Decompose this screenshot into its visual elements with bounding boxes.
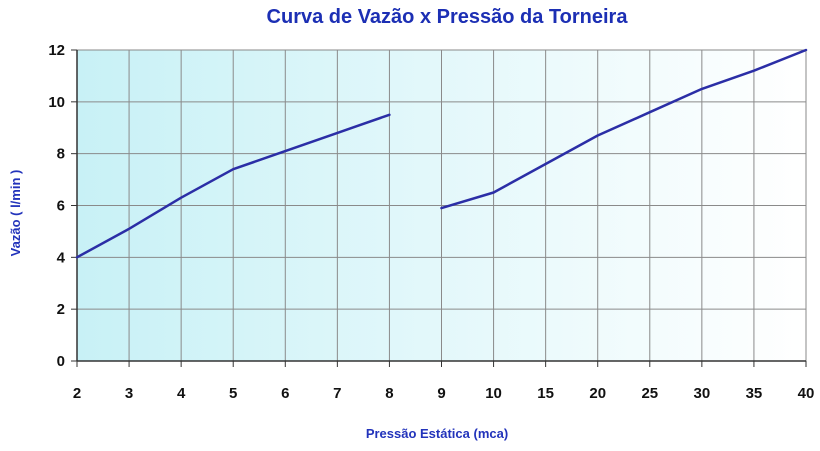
- x-tick-label: 9: [437, 385, 445, 402]
- x-tick-label: 8: [385, 385, 393, 402]
- x-tick-label: 2: [73, 385, 81, 402]
- x-tick-label: 10: [485, 385, 502, 402]
- x-tick-label: 25: [641, 385, 658, 402]
- x-tick-label: 15: [537, 385, 554, 402]
- x-tick-label: 30: [694, 385, 711, 402]
- y-tick-label: 4: [57, 249, 66, 266]
- x-tick-label: 20: [589, 385, 606, 402]
- grid: [76, 49, 807, 362]
- y-axis-title: Vazão ( l/min ): [8, 170, 23, 257]
- y-tick-label: 0: [57, 353, 65, 370]
- x-tick-label: 35: [746, 385, 763, 402]
- y-tick-label: 8: [57, 146, 65, 163]
- x-tick-label: 6: [281, 385, 289, 402]
- series-line: [440, 48, 808, 210]
- x-tick-label: 3: [125, 385, 133, 402]
- series-line: [75, 113, 391, 259]
- x-tick-label: 4: [177, 385, 186, 402]
- x-tick-labels: 2 3 4 5 6 7 8 9 10 15 20 25 30 35 40: [73, 385, 815, 402]
- x-tick-label: 7: [333, 385, 341, 402]
- series-lines: [75, 48, 808, 259]
- x-tick-label: 5: [229, 385, 237, 402]
- chart-title: Curva de Vazão x Pressão da Torneira: [267, 6, 629, 28]
- y-tick-label: 10: [48, 94, 65, 111]
- y-tick-label: 2: [57, 301, 65, 318]
- y-tick-label: 6: [57, 198, 65, 215]
- x-axis-title: Pressão Estática (mca): [366, 426, 508, 441]
- x-tick-label: 40: [798, 385, 815, 402]
- axes: [71, 49, 807, 367]
- y-tick-label: 12: [48, 42, 65, 59]
- y-tick-labels: 0 2 4 6 8 10 12: [48, 42, 65, 370]
